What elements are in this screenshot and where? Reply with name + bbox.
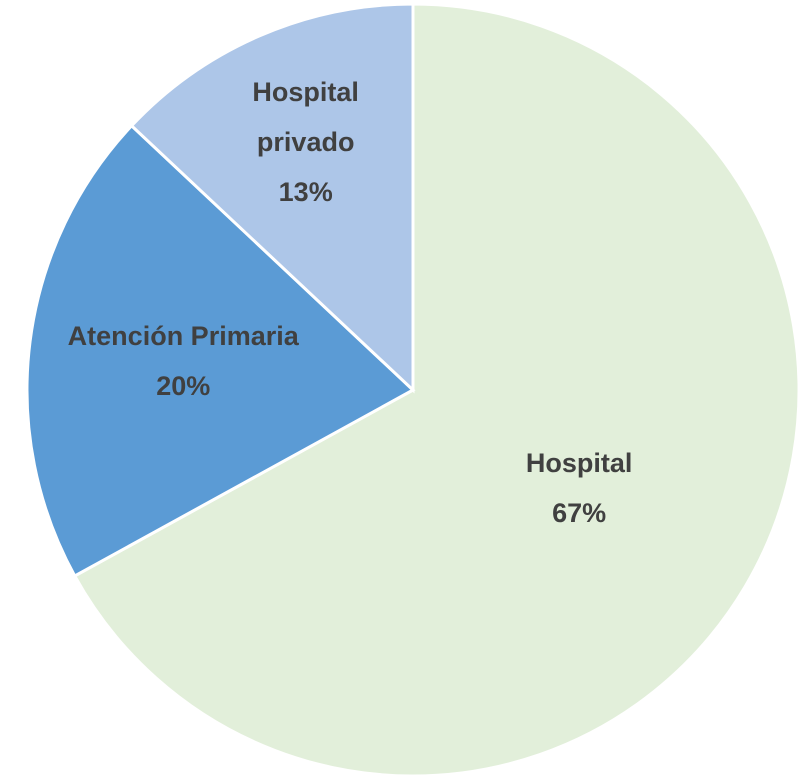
- slice-value: 13%: [278, 177, 333, 208]
- data-label: Atención Primaria 20%: [68, 311, 299, 411]
- data-label: Hospital 67%: [526, 438, 633, 538]
- slice-value: 20%: [156, 370, 211, 401]
- pie-slice: [129, 2, 415, 394]
- slice-value: 67%: [552, 498, 607, 529]
- data-label: Hospital privado 13%: [221, 67, 391, 217]
- slice-name: Atención Primaria: [67, 320, 299, 351]
- slice-name: Hospital: [525, 448, 633, 479]
- pie-slice: [25, 123, 416, 578]
- slice-name: Hospital privado: [252, 77, 359, 158]
- pie-slice: [72, 2, 801, 776]
